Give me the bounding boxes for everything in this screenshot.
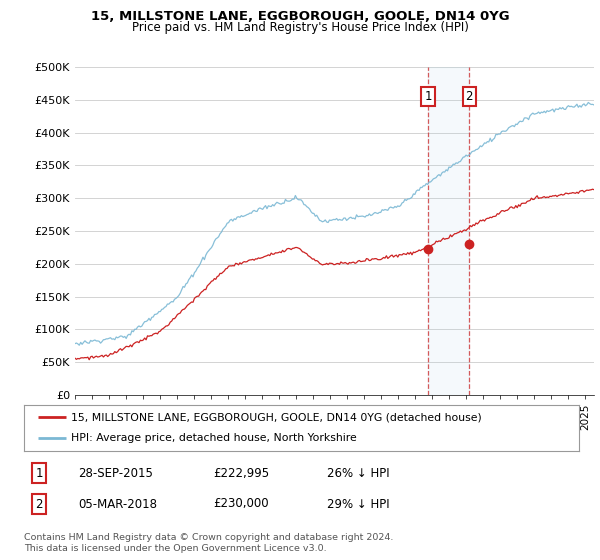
Text: 2: 2 — [35, 497, 43, 511]
Text: 15, MILLSTONE LANE, EGGBOROUGH, GOOLE, DN14 0YG (detached house): 15, MILLSTONE LANE, EGGBOROUGH, GOOLE, D… — [71, 412, 482, 422]
Text: 15, MILLSTONE LANE, EGGBOROUGH, GOOLE, DN14 0YG: 15, MILLSTONE LANE, EGGBOROUGH, GOOLE, D… — [91, 10, 509, 23]
Text: HPI: Average price, detached house, North Yorkshire: HPI: Average price, detached house, Nort… — [71, 433, 357, 444]
Text: 28-SEP-2015: 28-SEP-2015 — [78, 466, 153, 480]
Text: 1: 1 — [424, 90, 432, 103]
Text: 26% ↓ HPI: 26% ↓ HPI — [327, 466, 389, 480]
Text: 29% ↓ HPI: 29% ↓ HPI — [327, 497, 389, 511]
Text: £222,995: £222,995 — [213, 466, 269, 480]
Text: Contains HM Land Registry data © Crown copyright and database right 2024.
This d: Contains HM Land Registry data © Crown c… — [24, 533, 394, 553]
Text: 05-MAR-2018: 05-MAR-2018 — [78, 497, 157, 511]
Text: £230,000: £230,000 — [213, 497, 269, 511]
Text: 1: 1 — [35, 466, 43, 480]
Text: Price paid vs. HM Land Registry's House Price Index (HPI): Price paid vs. HM Land Registry's House … — [131, 21, 469, 34]
Text: 2: 2 — [466, 90, 473, 103]
Bar — [428, 67, 469, 395]
